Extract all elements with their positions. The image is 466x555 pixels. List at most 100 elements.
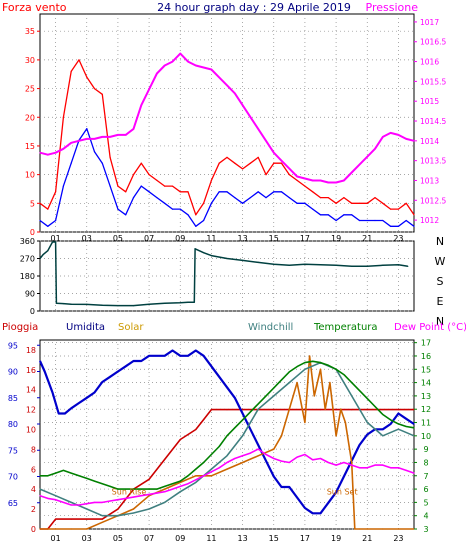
humidity-tick-label: 95	[8, 341, 18, 350]
wind-series-line-point	[109, 185, 111, 187]
wind-series-line-point	[288, 174, 290, 176]
wind-series-line-point	[210, 68, 212, 71]
temp-series-line-point	[366, 467, 368, 469]
temp-left-ticks: 65 70 75 80 85 90 95 0 2 4 6 8 10 12 14 16 18	[8, 341, 40, 534]
temp-series-line-point	[203, 419, 205, 421]
temp-series-line-point	[132, 496, 135, 498]
temp-series-line-point	[62, 501, 64, 503]
temp-series-line-point	[304, 507, 306, 509]
temp-series-line-point	[195, 468, 197, 470]
direction-line-point	[335, 264, 337, 266]
temp-series-line-point	[179, 485, 181, 487]
wind-series-line-point	[86, 76, 88, 78]
temp-series-line-point	[242, 409, 244, 411]
temp-series-line-point	[358, 467, 361, 469]
temp-series-line-point	[148, 508, 150, 510]
x-tick-label: 15	[269, 234, 279, 243]
temp-series-line-point	[226, 409, 228, 411]
wind-series-line-point	[327, 197, 329, 199]
temp-series-line-point	[335, 368, 337, 370]
temp-series-line-point	[273, 409, 275, 411]
right-tick-label: 1013.5	[420, 157, 446, 166]
x-tick-label: 17	[300, 234, 310, 243]
wind-series-line-point	[78, 140, 80, 142]
temp-series-line-point	[319, 409, 322, 411]
wind-series-line-point	[125, 214, 127, 216]
temp-series-line-point	[296, 456, 298, 458]
temp-series-line-point	[304, 362, 306, 364]
wind-series-line-point	[70, 162, 72, 164]
wind-series-line-point	[187, 214, 189, 216]
temp-series-line-point	[51, 391, 54, 394]
annotation-label: Sun Rise	[112, 487, 147, 496]
x-tick-label: 15	[269, 534, 279, 543]
wind-series-line-point	[296, 179, 298, 181]
wind-series-line-point	[288, 197, 290, 199]
x-tick-label: 03	[82, 534, 92, 543]
temp-series-line-point	[257, 408, 259, 410]
humidity-tick-label: 80	[8, 420, 18, 429]
wind-series-line-point	[39, 152, 41, 154]
temp-series-line-point	[234, 427, 236, 429]
x-tick-label: 19	[331, 234, 341, 243]
wind-series-line-point	[296, 175, 298, 178]
x-tick-label: 13	[237, 534, 247, 543]
temp-series-line-point	[195, 475, 197, 477]
temp-tick-label: 3	[423, 525, 428, 534]
temp-series-line-point	[351, 461, 353, 464]
temp-series-line-point	[288, 408, 290, 410]
wind-series-line-point	[405, 202, 407, 204]
temp-series-line-point	[390, 467, 392, 469]
x-tick-label: 01	[50, 534, 60, 543]
right-tick-label: 1014	[420, 137, 439, 146]
temp-series-line-point	[288, 486, 290, 488]
temp-series-line-point	[390, 419, 392, 421]
wind-series-line-point	[351, 171, 353, 174]
direction-line-point	[62, 303, 64, 305]
temp-series-line-point	[382, 428, 384, 430]
annotation-label: Sun Set	[327, 487, 358, 496]
temp-series-line-point	[343, 461, 345, 464]
x-tick-label: 21	[362, 234, 372, 243]
right-tick-label: 1016.5	[420, 38, 446, 47]
temp-series-line-point	[327, 461, 329, 464]
direction-line-point	[257, 261, 259, 263]
temp-series-line-point	[265, 460, 267, 462]
direction-line-point	[70, 303, 72, 305]
wind-series-line-point	[390, 132, 392, 134]
wind-series-line-point	[101, 136, 103, 138]
temp-series-line-point	[351, 464, 353, 466]
wind-series	[39, 52, 415, 227]
wind-series-line-point	[257, 128, 259, 130]
temp-series-line-point	[55, 499, 57, 501]
temp-series-line-point	[335, 409, 337, 411]
temp-series-line-point	[335, 435, 337, 437]
wind-series-line-point	[312, 191, 314, 193]
temp-series-line-point	[39, 495, 41, 497]
wind-series-line-point	[374, 219, 376, 222]
temp-series-line-point	[351, 409, 353, 411]
temp-legend: Pioggia Umidita Solar Windchill Temperatura D…	[2, 322, 466, 333]
direction-line-point	[304, 263, 306, 265]
rain-tick-label: 12	[26, 406, 36, 415]
wind-series-line-point	[390, 208, 392, 210]
wind-series-line-point	[93, 151, 96, 153]
wind-series-line-point	[203, 202, 205, 204]
direction-line-point	[179, 302, 181, 304]
wind-series-line-point	[148, 174, 150, 176]
wind-series-line-point	[304, 177, 306, 180]
temp-series-line-point	[70, 407, 72, 409]
x-tick-label: 11	[206, 234, 216, 243]
temp-series-line-point	[64, 412, 66, 415]
wind-series-line-point	[39, 219, 41, 222]
temp-series-line-point	[397, 467, 399, 469]
temp-series-line-point	[309, 355, 311, 357]
wind-series-line-point	[218, 191, 220, 193]
right-tick-label: 1013	[420, 176, 439, 185]
wind-series-line-point	[351, 202, 353, 204]
temp-series-line-1	[38, 349, 415, 515]
temp-series-line-point	[171, 488, 174, 490]
temp-series-line-point	[148, 355, 150, 357]
x-tick-label: 23	[393, 534, 403, 543]
wind-series-line-point	[374, 148, 376, 150]
